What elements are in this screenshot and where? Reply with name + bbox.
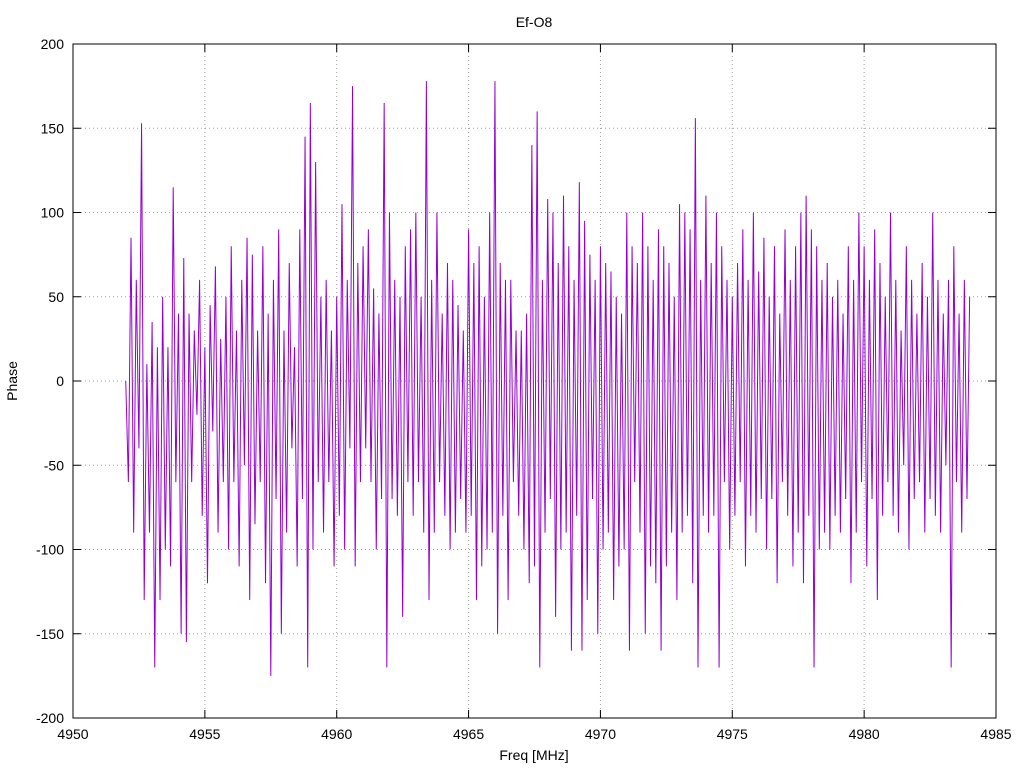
x-tick-label: 4975 [717,726,748,742]
x-tick-label: 4970 [585,726,616,742]
x-tick-label: 4955 [189,726,220,742]
y-tick-label: 100 [41,205,65,221]
chart-title: Ef-O8 [516,14,553,30]
y-tick-label: 150 [41,120,65,136]
y-axis-label: Phase [4,361,20,401]
y-tick-label: -200 [36,710,64,726]
y-tick-label: -100 [36,542,64,558]
x-tick-label: 4950 [57,726,88,742]
x-tick-label: 4960 [321,726,352,742]
x-tick-label: 4965 [453,726,484,742]
y-tick-label: -50 [44,457,64,473]
y-tick-label: 200 [41,36,65,52]
x-tick-label: 4985 [980,726,1011,742]
y-tick-labels: -200 -150 -100 -50 0 50 100 150 200 [36,36,64,726]
y-tick-label: -150 [36,626,64,642]
data-series [125,81,971,676]
x-axis-label: Freq [MHz] [499,747,568,763]
x-tick-labels: 4950 4955 4960 4965 4970 4975 4980 4985 [57,726,1011,742]
y-tick-label: 50 [48,289,64,305]
x-tick-label: 4980 [849,726,880,742]
plot-frame [72,43,997,719]
y-tick-label: 0 [56,373,64,389]
phase-series-line [125,81,971,676]
